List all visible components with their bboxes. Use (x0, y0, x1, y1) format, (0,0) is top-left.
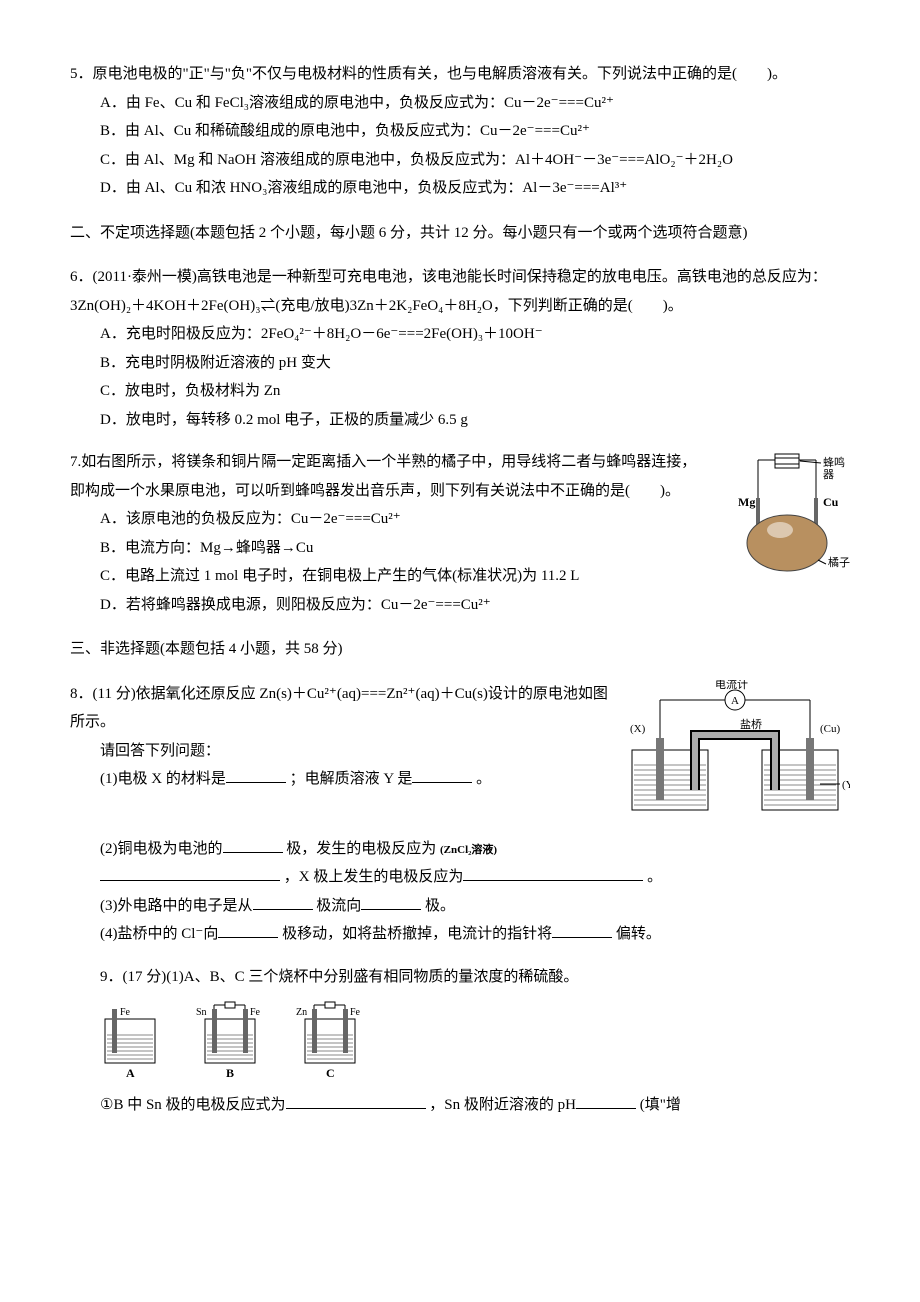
section-3-header: 三、非选择题(本题包括 4 小题，共 58 分) (70, 635, 850, 664)
svg-text:器: 器 (823, 468, 834, 481)
blank (100, 865, 280, 881)
blank (218, 922, 278, 938)
q8-p4c: 偏转。 (616, 926, 661, 942)
mg-label: Mg (738, 495, 755, 509)
q8-p4b: 极移动，如将盐桥撤掉，电流计的指针将 (282, 926, 552, 942)
q6-opt-d: D．放电时，每转移 0.2 mol 电子，正极的质量减少 6.5 g (70, 406, 850, 435)
blank (253, 894, 313, 910)
question-5: 5．原电池电极的"正"与"负"不仅与电极材料的性质有关，也与电解质溶液有关。下列… (70, 60, 850, 203)
q5-opt-b: B．由 Al、Cu 和稀硫酸组成的原电池中，负极反应式为：Cu－2e⁻===Cu… (70, 117, 850, 146)
q6-opt-b: B．充电时阴极附近溶液的 pH 变大 (70, 349, 850, 378)
svg-text:A: A (126, 1066, 135, 1080)
q8-p2b: 极，发生的电极反应为 (286, 841, 436, 857)
svg-text:C: C (326, 1066, 335, 1080)
section-2-header: 二、不定项选择题(本题包括 2 个小题，每小题 6 分，共计 12 分。每小题只… (70, 219, 850, 248)
x-label: (X) (630, 723, 646, 735)
q5-opt-a: A．由 Fe、Cu 和 FeCl₃溶液组成的原电池中，负极反应式为：Cu－2e⁻… (70, 89, 850, 118)
orange-label: 橘子 (828, 556, 850, 569)
q8-p1c: 。 (476, 771, 491, 787)
q8-p3c: 极。 (425, 898, 455, 914)
q8-p4a: (4)盐桥中的 Cl⁻向 (100, 926, 218, 942)
q6-opt-a: A．充电时阳极反应为：2FeO₄²⁻＋8H₂O－6e⁻===2Fe(OH)₃＋1… (70, 320, 850, 349)
q9-p1c: (填"增 (640, 1097, 681, 1113)
q8-p4: (4)盐桥中的 Cl⁻向 极移动，如将盐桥撤掉，电流计的指针将 偏转。 (70, 920, 850, 949)
q8-p2: (2)铜电极为电池的 极，发生的电极反应为 (ZnCl₂溶液) ，X 极上发生的… (70, 835, 850, 892)
question-7: Mg Cu 橘子 蜂鸣 器 7.如右图所示，将镁条和铜片隔一定距离插入一个半熟的… (70, 448, 850, 619)
galvanic-cell-figure: A 电流计 (620, 680, 850, 835)
blank (576, 1093, 636, 1109)
blank (286, 1093, 426, 1109)
blank (552, 922, 612, 938)
question-8: A 电流计 (70, 680, 850, 949)
q5-opt-c: C．由 Al、Mg 和 NaOH 溶液组成的原电池中，负极反应式为：Al＋4OH… (70, 146, 850, 175)
cu-label: (Cu) (820, 723, 841, 735)
q5-text: 5．原电池电极的"正"与"负"不仅与电极材料的性质有关，也与电解质溶液有关。下列… (70, 60, 850, 89)
zncl2-label: (ZnCl₂溶液) (440, 844, 497, 856)
q9-p1b: ，Sn 极附近溶液的 pH (429, 1097, 576, 1113)
svg-text:Sn: Sn (196, 1007, 207, 1018)
svg-text:Zn: Zn (296, 1007, 307, 1018)
ammeter-label: 电流计 (715, 680, 748, 691)
svg-text:Fe: Fe (250, 1007, 261, 1018)
q6-text: 6．(2011·泰州一模)高铁电池是一种新型可充电电池，该电池能长时间保持稳定的… (70, 263, 850, 320)
q5-opt-d: D．由 Al、Cu 和浓 HNO₃溶液组成的原电池中，负极反应式为：Al－3e⁻… (70, 174, 850, 203)
question-9: 9．(17 分)(1)A、B、C 三个烧杯中分别盛有相同物质的量浓度的稀硫酸。 … (70, 963, 850, 1120)
q7-opt-d: D．若将蜂鸣器换成电源，则阳极反应为：Cu－2e⁻===Cu²⁺ (70, 591, 850, 620)
blank (412, 767, 472, 783)
orange-battery-figure: Mg Cu 橘子 蜂鸣 器 (720, 448, 850, 578)
question-6: 6．(2011·泰州一模)高铁电池是一种新型可充电电池，该电池能长时间保持稳定的… (70, 263, 850, 434)
svg-text:Fe: Fe (120, 1007, 131, 1018)
beakers-figure: Fe A Sn Fe B (70, 1001, 850, 1081)
q8-p3: (3)外电路中的电子是从 极流向 极。 (70, 892, 850, 921)
svg-text:A: A (731, 695, 739, 707)
q9-p1: ①B 中 Sn 极的电极反应式为 ，Sn 极附近溶液的 pH (填"增 (70, 1091, 850, 1120)
buzzer-label: 蜂鸣 (823, 455, 845, 469)
cu-label: Cu (823, 495, 839, 509)
svg-text:B: B (226, 1066, 234, 1080)
blank (223, 837, 283, 853)
blank (361, 894, 421, 910)
q8-p2d: 。 (647, 869, 662, 885)
blank (463, 865, 643, 881)
q8-p2c: ，X 极上发生的电极反应为 (284, 869, 464, 885)
q9-text: 9．(17 分)(1)A、B、C 三个烧杯中分别盛有相同物质的量浓度的稀硫酸。 (70, 963, 850, 992)
svg-text:Fe: Fe (350, 1007, 361, 1018)
q8-p1a: (1)电极 X 的材料是 (100, 771, 226, 787)
q9-p1a: ①B 中 Sn 极的电极反应式为 (100, 1097, 286, 1113)
q8-p1b: ；电解质溶液 Y 是 (290, 771, 413, 787)
q6-opt-c: C．放电时，负极材料为 Zn (70, 377, 850, 406)
bridge-label: 盐桥 (740, 718, 762, 731)
q8-p3a: (3)外电路中的电子是从 (100, 898, 253, 914)
q8-p2a: (2)铜电极为电池的 (100, 841, 223, 857)
q8-p3b: 极流向 (316, 898, 361, 914)
blank (226, 767, 286, 783)
y-label: (Y) (842, 779, 850, 791)
